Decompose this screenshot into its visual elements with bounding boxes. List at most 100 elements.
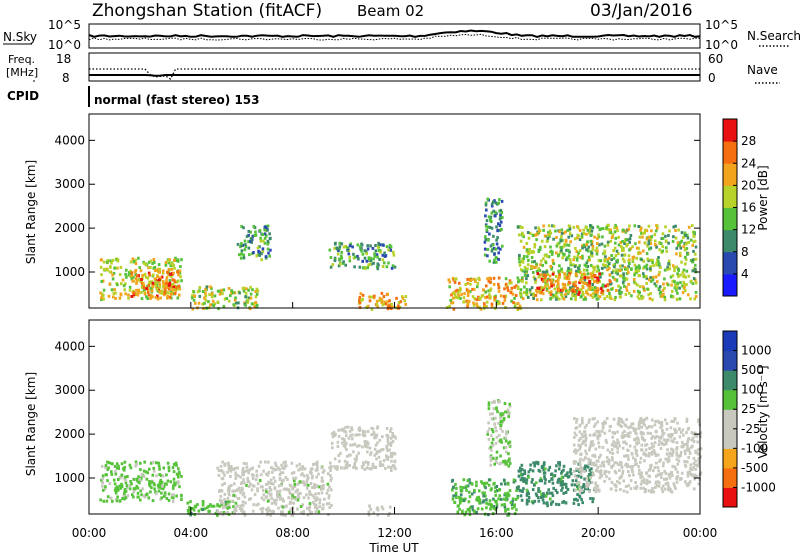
heatmap-cell <box>112 295 115 299</box>
heatmap-cell <box>666 267 669 271</box>
heatmap-cell <box>575 250 578 254</box>
heatmap-cell <box>399 300 403 304</box>
heatmap-cell <box>332 430 336 434</box>
heatmap-cell <box>192 508 196 512</box>
heatmap-cell <box>171 486 175 490</box>
heatmap-cell <box>132 275 135 279</box>
heatmap-cell <box>298 462 301 466</box>
heatmap-cell <box>392 250 395 254</box>
heatmap-cell <box>611 235 614 239</box>
heatmap-cell <box>377 249 381 253</box>
heatmap-cell <box>233 511 236 515</box>
heatmap-cell <box>368 467 371 471</box>
heatmap-cell <box>349 453 352 457</box>
heatmap-cell <box>191 307 195 311</box>
heatmap-cell <box>188 509 192 513</box>
heatmap-cell <box>679 451 683 454</box>
heatmap-cell <box>578 487 582 491</box>
heatmap-cell <box>591 500 594 504</box>
heatmap-cell <box>172 264 175 268</box>
heatmap-cell <box>609 231 613 235</box>
heatmap-cell <box>689 259 693 263</box>
heatmap-cell <box>373 433 377 437</box>
heatmap-cell <box>130 295 133 298</box>
heatmap-cell <box>682 245 685 249</box>
heatmap-cell <box>265 226 268 229</box>
y-tick-label: 2000 <box>54 427 85 441</box>
heatmap-cell <box>552 224 556 228</box>
heatmap-cell <box>635 246 639 250</box>
heatmap-cell <box>142 289 146 292</box>
heatmap-cell <box>499 220 503 224</box>
heatmap-cell <box>633 445 637 449</box>
heatmap-cell <box>631 258 635 262</box>
heatmap-cell <box>693 231 696 234</box>
heatmap-cell <box>562 464 566 468</box>
heatmap-cell <box>316 507 319 511</box>
heatmap-cell <box>498 494 501 498</box>
heatmap-cell <box>690 473 693 476</box>
heatmap-cell <box>165 482 168 486</box>
heatmap-cell <box>691 436 695 440</box>
heatmap-cell <box>665 442 668 445</box>
heatmap-cell <box>267 251 270 255</box>
heatmap-cell <box>475 302 478 306</box>
heatmap-cell <box>663 487 667 491</box>
heatmap-cell <box>621 446 625 450</box>
heatmap-cell <box>613 469 617 473</box>
heatmap-cell <box>546 254 549 258</box>
heatmap-cell <box>560 488 563 492</box>
heatmap-cell <box>671 289 674 293</box>
heatmap-cell <box>169 264 173 268</box>
heatmap-cell <box>331 263 334 267</box>
heatmap-cell <box>504 436 508 440</box>
heatmap-cell <box>589 497 592 500</box>
heatmap-cell <box>258 479 262 482</box>
heatmap-cell <box>138 266 141 270</box>
heatmap-cell <box>588 490 591 494</box>
heatmap-cell <box>518 233 521 237</box>
heatmap-cell <box>661 245 665 249</box>
heatmap-cell <box>501 301 505 305</box>
heatmap-cell <box>261 510 264 514</box>
heatmap-cell <box>559 480 562 484</box>
heatmap-cell <box>543 481 547 485</box>
heatmap-cell <box>342 437 346 441</box>
heatmap-cell <box>323 497 326 501</box>
heatmap-cell <box>611 452 615 455</box>
heatmap-cell <box>621 436 624 439</box>
heatmap-cell <box>387 442 391 446</box>
heatmap-cell <box>115 462 119 466</box>
heatmap-cell <box>653 441 657 445</box>
heatmap-cell <box>170 275 173 279</box>
heatmap-cell <box>299 505 303 508</box>
heatmap-cell <box>310 471 313 475</box>
heatmap-cell <box>375 265 379 269</box>
heatmap-cell <box>661 490 665 494</box>
heatmap-cell <box>213 294 217 298</box>
heatmap-cell <box>100 298 103 302</box>
heatmap-cell <box>343 445 347 449</box>
heatmap-cell <box>386 307 390 311</box>
heatmap-cell <box>525 498 529 502</box>
heatmap-cell <box>495 242 499 246</box>
heatmap-cell <box>612 464 615 468</box>
heatmap-cell <box>379 243 382 247</box>
heatmap-cell <box>335 246 339 250</box>
heatmap-cell <box>490 204 494 208</box>
heatmap-cell <box>160 491 163 495</box>
heatmap-cell <box>543 476 546 480</box>
heatmap-cell <box>621 420 625 424</box>
heatmap-cell <box>686 445 689 449</box>
heatmap-cell <box>273 501 277 505</box>
heatmap-cell <box>596 290 599 294</box>
heatmap-cell <box>234 471 238 475</box>
heatmap-cell <box>572 258 575 262</box>
heatmap-cell <box>589 443 593 447</box>
heatmap-cell <box>245 469 249 473</box>
heatmap-cell <box>305 480 309 484</box>
heatmap-cell <box>625 490 629 494</box>
heatmap-cell <box>233 291 237 295</box>
heatmap-cell <box>357 451 360 455</box>
heatmap-cell <box>120 482 123 486</box>
